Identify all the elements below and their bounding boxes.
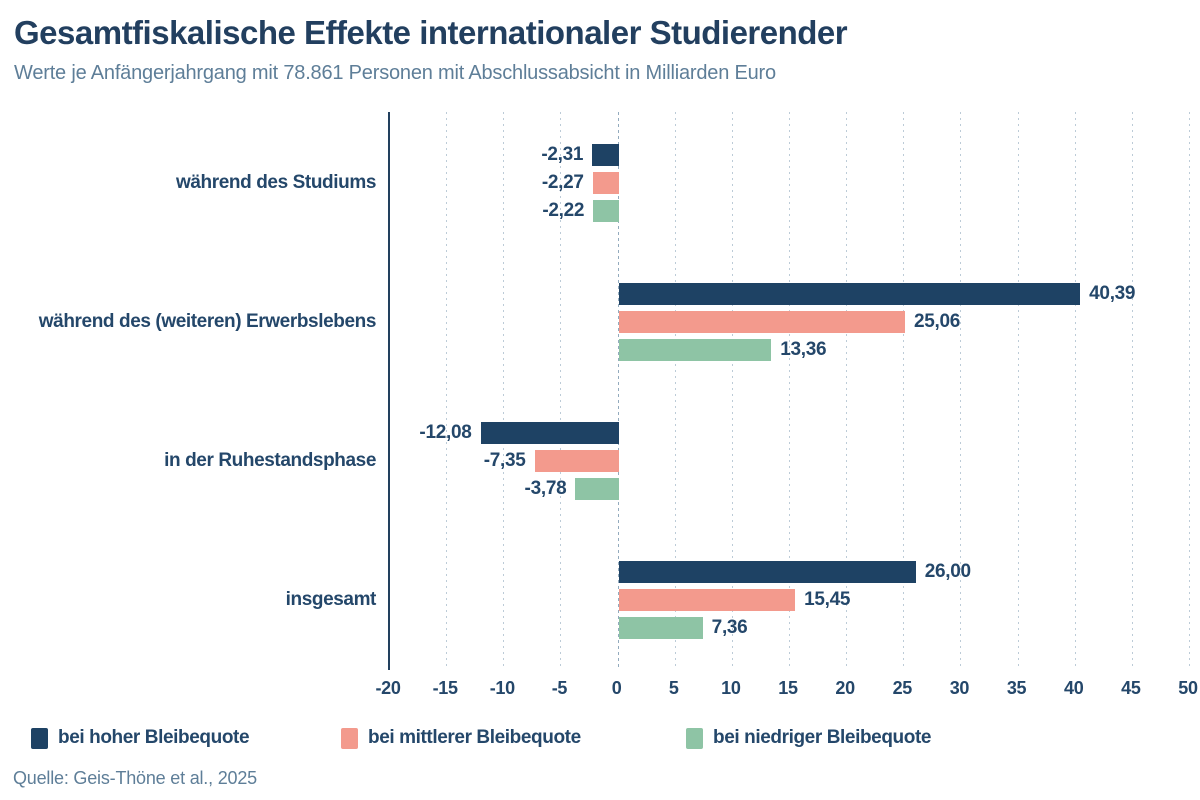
bar: [593, 200, 619, 222]
x-tick-label: 35: [1006, 678, 1027, 698]
bar-chart-plot-area: -2,31 -2,27 -2,22 40,39 25,06 13,36 -12,08 -7,3…: [388, 112, 1190, 670]
bar: [592, 144, 619, 166]
source-note: Quelle: Geis-Thöne et al., 2025: [13, 768, 257, 788]
x-tick-label: 30: [949, 678, 970, 698]
legend-label: bei hoher Bleibequote: [58, 727, 250, 748]
legend-label: bei mittlerer Bleibequote: [368, 727, 581, 748]
x-tick-label: 25: [892, 678, 913, 698]
x-tick-label: 15: [778, 678, 798, 698]
gridline: [903, 112, 905, 670]
category-label: in der Ruhestandsphase: [164, 450, 376, 471]
bar: [618, 617, 703, 639]
gridline: [503, 112, 505, 670]
bar-value-label: -12,08: [419, 422, 472, 443]
gridline: [1074, 112, 1076, 670]
bar-value-label: -2,27: [541, 172, 584, 193]
chart-subtitle: Werte je Anfängerjahrgang mit 78.861 Per…: [14, 62, 776, 84]
bar: [534, 450, 619, 472]
chart-title: Gesamtfiskalische Effekte internationale…: [14, 14, 848, 51]
bar-value-label: 7,36: [711, 617, 748, 638]
gridline: [1131, 112, 1133, 670]
x-tick-label: 45: [1121, 678, 1141, 698]
x-tick-label: -20: [375, 678, 401, 698]
gridline: [446, 112, 448, 670]
legend-item: bei hoher Bleibequote: [31, 727, 250, 749]
bar-value-label: -3,78: [524, 478, 567, 499]
gridline: [846, 112, 848, 670]
bar: [480, 422, 619, 444]
bar: [592, 172, 619, 194]
legend-swatch: [341, 727, 358, 749]
bar-value-label: 13,36: [780, 339, 827, 360]
legend-swatch: [31, 727, 48, 749]
bar-value-label: -7,35: [483, 450, 526, 471]
gridline: [560, 112, 562, 670]
bar-value-label: 40,39: [1089, 283, 1136, 304]
gridline: [789, 112, 790, 670]
legend-item: bei mittlerer Bleibequote: [341, 727, 581, 749]
bar-value-label: 15,45: [804, 589, 851, 610]
legend-label: bei niedriger Bleibequote: [713, 727, 932, 748]
x-tick-label: -10: [489, 678, 515, 698]
bar-value-label: -2,31: [541, 144, 584, 165]
category-label: insgesamt: [285, 589, 377, 610]
bar: [618, 561, 916, 583]
bar-value-label: -2,22: [542, 200, 585, 221]
bar-value-label: 25,06: [913, 311, 961, 332]
bar: [618, 339, 772, 361]
zero-gridline: [617, 112, 619, 670]
x-tick-label: -15: [432, 678, 458, 698]
x-tick-label: 20: [835, 678, 855, 698]
legend-swatch: [686, 727, 703, 749]
gridline: [960, 112, 962, 670]
gridline: [1017, 112, 1019, 670]
bar: [575, 478, 619, 500]
category-label: während des Studiums: [176, 172, 376, 193]
gridline: [674, 112, 676, 670]
x-tick-label: 50: [1178, 678, 1198, 698]
x-tick-label: 40: [1063, 678, 1084, 698]
bar: [618, 311, 905, 333]
bar-value-label: 26,00: [924, 561, 971, 582]
bar: [618, 589, 796, 611]
category-label: während des (weiteren) Erwerbslebens: [38, 311, 377, 332]
bar: [618, 283, 1081, 305]
x-tick-label: 0: [611, 678, 622, 698]
gridline: [731, 112, 733, 670]
x-tick-label: 10: [721, 678, 741, 698]
x-tick-label: 5: [668, 678, 679, 698]
x-tick-label: -5: [551, 678, 568, 698]
gridline: [1189, 112, 1190, 670]
legend-item: bei niedriger Bleibequote: [686, 727, 931, 749]
